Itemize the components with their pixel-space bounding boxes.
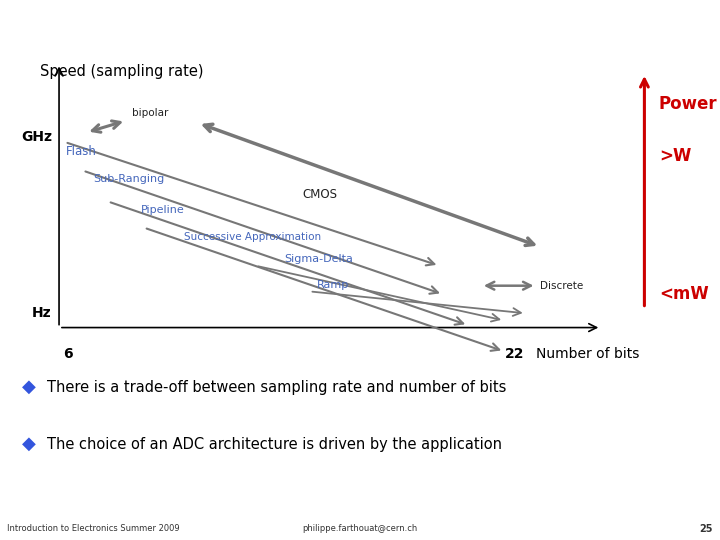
Text: Power: Power: [659, 95, 717, 113]
Text: Resolution & Speed: Resolution & Speed: [421, 11, 698, 35]
Text: ◆: ◆: [22, 378, 35, 396]
Text: 25: 25: [699, 524, 713, 534]
Text: The choice of an ADC architecture is driven by the application: The choice of an ADC architecture is dri…: [47, 437, 502, 451]
Text: CMOS: CMOS: [302, 188, 338, 201]
Text: Flash: Flash: [66, 145, 97, 158]
Text: Discrete: Discrete: [540, 281, 583, 291]
Text: 22: 22: [505, 347, 525, 361]
Text: 6: 6: [63, 347, 73, 361]
Text: Sub-Ranging: Sub-Ranging: [94, 174, 165, 184]
Text: Successive Approximation: Successive Approximation: [184, 232, 320, 242]
Text: Hz: Hz: [32, 306, 52, 320]
Text: >W: >W: [659, 147, 691, 165]
Text: Sigma-Delta: Sigma-Delta: [284, 254, 354, 264]
Text: Speed (sampling rate): Speed (sampling rate): [40, 64, 203, 78]
Text: ◆: ◆: [22, 435, 35, 453]
Text: There is a trade-off between sampling rate and number of bits: There is a trade-off between sampling ra…: [47, 380, 506, 395]
Text: bipolar: bipolar: [132, 109, 168, 118]
Text: Number of bits: Number of bits: [536, 347, 640, 361]
Text: Ramp: Ramp: [317, 280, 349, 290]
Text: Pipeline: Pipeline: [140, 205, 184, 215]
Text: <mW: <mW: [659, 285, 708, 303]
Text: Introduction to Electronics Summer 2009: Introduction to Electronics Summer 2009: [7, 524, 180, 534]
Text: GHz: GHz: [21, 130, 52, 144]
Text: philippe.farthouat@cern.ch: philippe.farthouat@cern.ch: [302, 524, 418, 534]
